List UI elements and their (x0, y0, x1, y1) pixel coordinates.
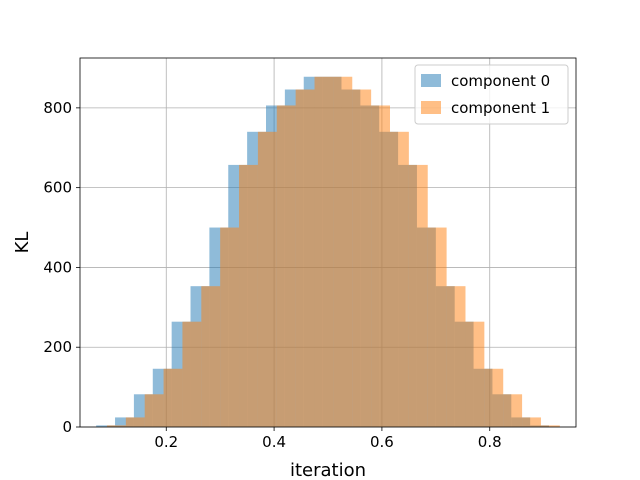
legend-swatch (421, 74, 441, 87)
histogram-bar (182, 321, 202, 427)
histogram-bar (446, 286, 466, 427)
x-tick-label: 0.2 (154, 433, 178, 451)
histogram-bar (125, 417, 145, 427)
y-tick-label: 800 (43, 99, 72, 117)
plot-frame (79, 57, 577, 428)
x-tick-label: 0.6 (370, 433, 394, 451)
legend-swatch (421, 101, 441, 114)
x-tick-label: 0.4 (262, 433, 286, 451)
histogram-bar (352, 89, 372, 428)
histogram-bar (257, 131, 277, 428)
legend-label: component 0 (451, 72, 550, 90)
y-tick-label: 200 (43, 338, 72, 356)
histogram-bar (115, 417, 134, 427)
histogram-bar (220, 227, 240, 427)
legend-items: component 0 component 1 (421, 72, 550, 117)
histogram-bar (239, 164, 258, 427)
x-tick-label: 0.8 (478, 433, 502, 451)
y-tick-label: 600 (43, 179, 72, 197)
histogram-bar (408, 164, 428, 427)
histogram-bar (484, 368, 504, 427)
histogram-bar (106, 425, 126, 427)
histogram-bar (314, 76, 334, 427)
x-axis: 0.2 0.4 0.6 0.8 (154, 427, 502, 451)
histogram-bar (295, 89, 315, 428)
histogram-bars (96, 76, 560, 428)
histogram-bar (522, 417, 541, 427)
histogram-bar (427, 227, 447, 427)
x-axis-label: iteration (290, 460, 366, 480)
histogram-bar (276, 105, 296, 428)
y-tick-label: 0 (62, 418, 72, 436)
y-axis: 0 200 400 600 800 (43, 99, 80, 436)
histogram-bar (96, 425, 116, 427)
y-tick-label: 400 (43, 258, 72, 276)
histogram-bar (333, 76, 353, 427)
legend-label: component 1 (451, 99, 550, 117)
histogram-bar (144, 394, 164, 427)
histogram-bar (163, 368, 183, 427)
histogram-bar (371, 105, 390, 428)
histogram-bar (201, 286, 221, 427)
histogram-bar (465, 321, 485, 427)
histogram-bar (540, 425, 560, 427)
legend-box (414, 64, 569, 125)
legend: component 0 component 1 (414, 64, 569, 125)
y-axis-label: KL (12, 232, 33, 254)
histogram-bar (503, 394, 523, 427)
histogram-bar (390, 131, 409, 428)
series-1-bars (106, 76, 560, 428)
